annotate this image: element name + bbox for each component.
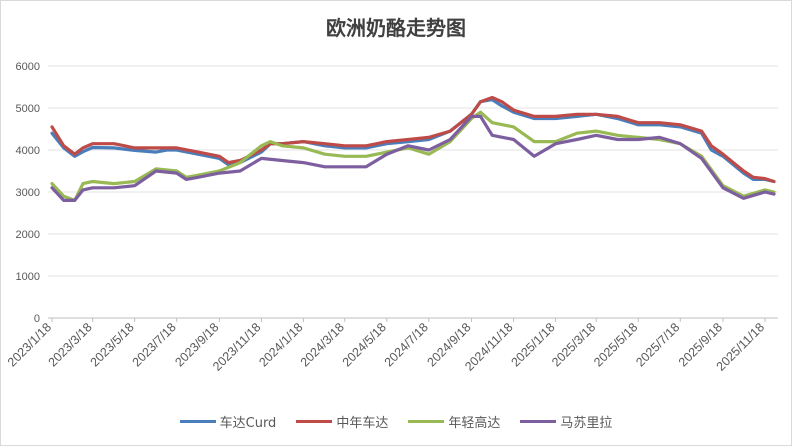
legend-label: 年轻高达 xyxy=(448,416,501,431)
y-tick-label: 0 xyxy=(34,313,40,325)
legend-item-1: 车达Curd xyxy=(179,412,277,431)
legend-swatch xyxy=(408,420,445,423)
y-tick-label: 1000 xyxy=(16,271,40,283)
legend-swatch xyxy=(179,420,216,423)
legend-swatch xyxy=(520,420,557,423)
x-tick-label: 2025/5/18 xyxy=(591,320,640,369)
x-tick-label: 2024/1/18 xyxy=(256,320,305,369)
legend-label: 中年车达 xyxy=(336,416,389,431)
y-tick-label: 5000 xyxy=(16,103,40,115)
series-line-2 xyxy=(50,95,776,184)
x-tick-label: 2024/7/18 xyxy=(382,320,431,369)
y-tick-label: 2000 xyxy=(16,229,40,241)
legend-swatch xyxy=(296,420,333,423)
series-line-4 xyxy=(50,114,776,202)
x-tick-label: 2025/3/18 xyxy=(549,320,598,369)
legend-label: 马苏里拉 xyxy=(560,416,613,431)
x-tick-label: 2023/7/18 xyxy=(130,320,179,369)
x-tick-label: 2023/5/18 xyxy=(88,320,137,369)
series-line-1 xyxy=(50,97,776,184)
x-tick-label: 2024/5/18 xyxy=(340,320,389,369)
x-tick-label: 2025/7/18 xyxy=(633,320,682,369)
chart-legend: 车达Curd 中年车达 年轻高达 马苏里拉 xyxy=(0,412,792,431)
y-tick-label: 4000 xyxy=(16,145,40,157)
y-tick-label: 3000 xyxy=(16,187,40,199)
legend-item-2: 中年车达 xyxy=(296,412,388,431)
legend-item-4: 马苏里拉 xyxy=(520,412,612,431)
x-tick-label: 2023/3/18 xyxy=(46,320,95,369)
y-tick-label: 6000 xyxy=(16,61,40,73)
legend-item-3: 年轻高达 xyxy=(408,412,500,431)
chart-title: 欧洲奶酪走势图 xyxy=(326,16,466,40)
legend-label: 车达Curd xyxy=(219,416,277,431)
x-tick-label: 2024/3/18 xyxy=(298,320,347,369)
